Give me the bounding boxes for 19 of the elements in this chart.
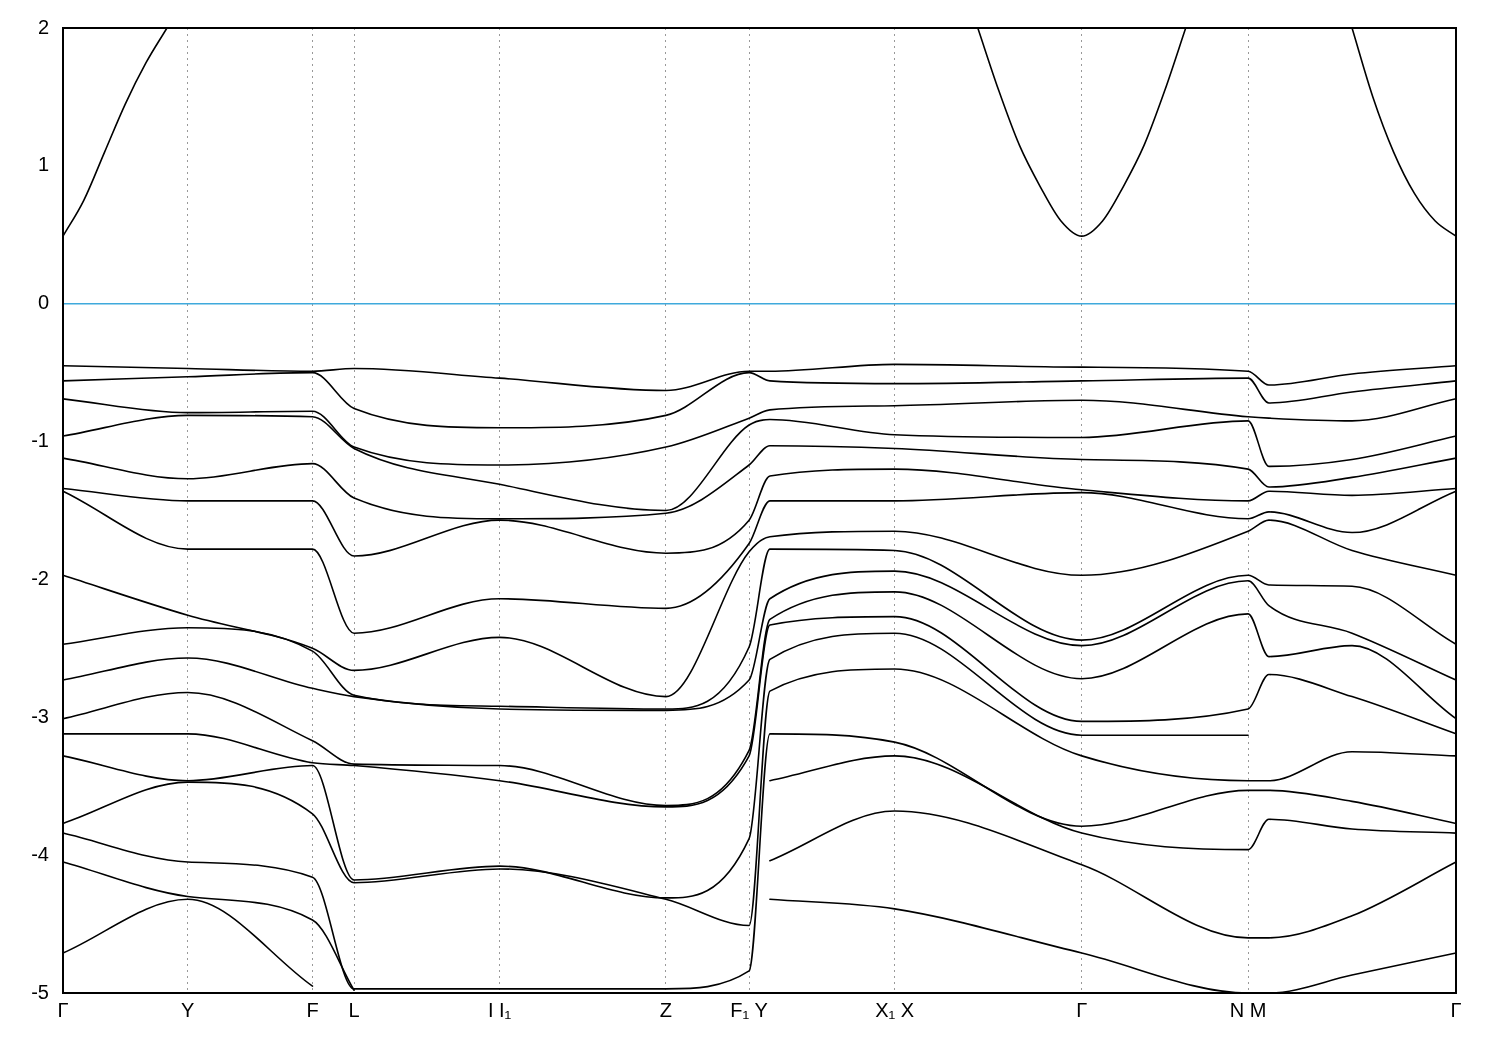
- x-tick-label: F₁ Y: [730, 998, 768, 1021]
- y-tick-label: -3: [31, 704, 49, 727]
- x-tick-label: F: [306, 998, 319, 1021]
- x-tick-label: Γ: [1076, 998, 1088, 1021]
- x-tick-label: X₁ X: [875, 998, 915, 1021]
- y-tick-label: -5: [31, 980, 49, 1003]
- x-tick-label: Γ: [57, 998, 69, 1021]
- y-tick-label: -4: [31, 842, 49, 865]
- y-tick-label: 0: [37, 291, 49, 314]
- x-tick-label: I I₁: [487, 998, 512, 1021]
- x-tick-label: L: [348, 998, 360, 1021]
- x-tick-label: N M: [1229, 998, 1267, 1021]
- y-tick-label: -1: [31, 429, 49, 452]
- x-tick-label: Z: [659, 998, 673, 1021]
- y-tick-label: -2: [31, 566, 49, 589]
- x-tick-label: Γ: [1450, 998, 1462, 1021]
- x-tick-label: Y: [181, 998, 195, 1021]
- y-tick-label: 1: [37, 153, 49, 176]
- y-tick-label: 2: [37, 15, 49, 38]
